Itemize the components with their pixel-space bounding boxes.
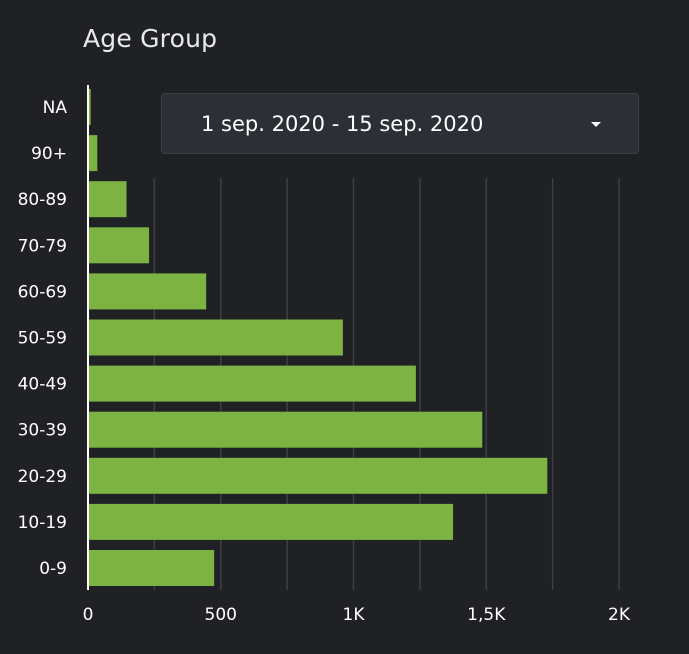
bar-10-19[interactable]: [88, 503, 454, 540]
bar-na[interactable]: [88, 89, 91, 125]
bar-90-[interactable]: [88, 135, 98, 172]
y-tick-label: 10-19: [18, 513, 67, 533]
x-tick-label: 1K: [343, 605, 366, 625]
y-tick-label: 70-79: [18, 236, 67, 256]
x-tick-label: 1,5K: [467, 605, 506, 625]
chart-title: Age Group: [83, 24, 218, 53]
bar-20-29[interactable]: [88, 457, 548, 494]
bar-60-69[interactable]: [88, 273, 207, 310]
y-tick-label: 40-49: [18, 375, 67, 395]
x-tick-label: 500: [205, 605, 237, 625]
y-tick-label: 80-89: [18, 190, 67, 210]
y-tick-label: 20-29: [18, 467, 67, 487]
x-tick-label: 2K: [608, 605, 631, 625]
x-tick-label: 0: [83, 605, 94, 625]
y-tick-label: 90+: [31, 144, 67, 164]
y-tick-label: 30-39: [18, 421, 67, 441]
bar-40-49[interactable]: [88, 365, 416, 402]
bar-0-9[interactable]: [88, 550, 215, 586]
date-range-label: 1 sep. 2020 - 15 sep. 2020: [201, 112, 484, 136]
bar-50-59[interactable]: [88, 319, 343, 356]
bar-70-79[interactable]: [88, 227, 150, 264]
bars: [88, 89, 548, 586]
y-tick-label: 50-59: [18, 329, 67, 349]
y-tick-label: 60-69: [18, 282, 67, 302]
bar-80-89[interactable]: [88, 181, 127, 218]
date-range-picker[interactable]: 1 sep. 2020 - 15 sep. 2020: [161, 93, 639, 154]
y-tick-label: NA: [43, 98, 68, 118]
y-tick-label: 0-9: [39, 559, 67, 579]
caret-down-icon[interactable]: [591, 122, 601, 127]
tick-labels: NA 90+ 80-89 70-79 60-69 50-59 40-49 30-39 20-29…: [18, 98, 631, 625]
bar-30-39[interactable]: [88, 411, 483, 448]
